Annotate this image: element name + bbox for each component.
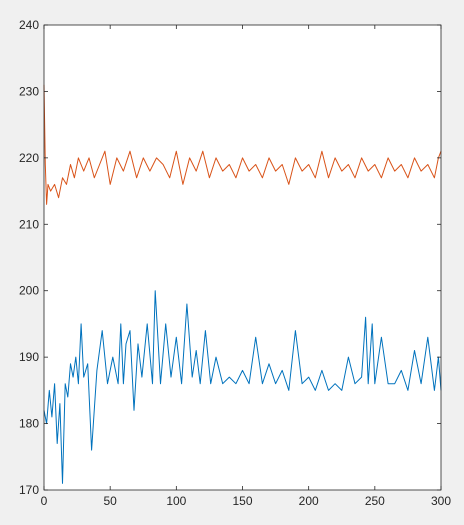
axes-box bbox=[43, 24, 442, 491]
x-tick-label: 50 bbox=[103, 494, 117, 508]
x-tick-label: 0 bbox=[41, 494, 48, 508]
y-tick-label: 170 bbox=[19, 483, 39, 497]
series-layer bbox=[43, 84, 442, 484]
series-line-1 bbox=[43, 290, 442, 484]
y-tick-label: 230 bbox=[19, 84, 39, 98]
tick-layer: 0 50 100 150 200 250 300 170 180 190 200 210 220 230 2… bbox=[19, 18, 451, 508]
x-tick-label: 150 bbox=[232, 494, 252, 508]
x-tick-label: 250 bbox=[365, 494, 385, 508]
y-tick-label: 180 bbox=[19, 417, 39, 431]
y-tick-label: 210 bbox=[19, 217, 39, 231]
x-tick-label: 300 bbox=[431, 494, 451, 508]
x-tick-label: 200 bbox=[299, 494, 319, 508]
y-tick-label: 240 bbox=[19, 18, 39, 32]
y-tick-label: 190 bbox=[19, 350, 39, 364]
y-tick-label: 200 bbox=[19, 284, 39, 298]
x-tick-label: 100 bbox=[166, 494, 186, 508]
series-line-2 bbox=[43, 84, 442, 205]
plot-area bbox=[44, 25, 441, 490]
y-tick-label: 220 bbox=[19, 151, 39, 165]
